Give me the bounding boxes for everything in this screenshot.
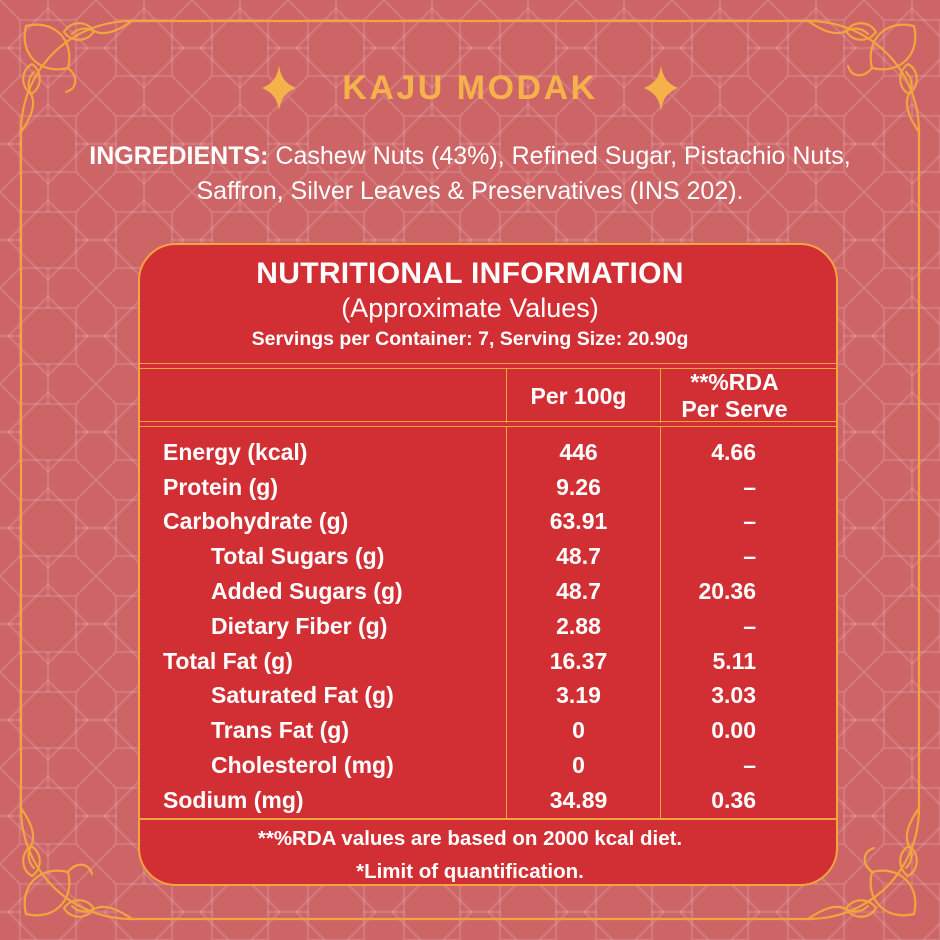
footnote-rda: **%RDA values are based on 2000 kcal die… xyxy=(257,826,683,850)
table-row: Cholesterol (mg) 0 – xyxy=(140,748,836,783)
row-value-per-100g: 48.7 xyxy=(506,539,660,575)
row-label: Trans Fat (g) xyxy=(211,717,350,744)
sparkle-icon xyxy=(262,65,297,111)
table-rule-header-bottom xyxy=(140,421,836,427)
row-label: Sodium (mg) xyxy=(163,786,304,813)
table-row: Saturated Fat (g) 3.19 3.03 xyxy=(140,678,836,714)
panel-subheading: (Approximate Values) xyxy=(341,293,599,323)
row-value-per-100g: 9.26 xyxy=(506,469,660,505)
sparkle-icon xyxy=(643,65,678,111)
row-label: Total Sugars (g) xyxy=(211,543,385,570)
row-value-rda: 0.00 xyxy=(660,713,836,749)
table-rule-top xyxy=(140,363,836,369)
row-value-per-100g: 446 xyxy=(506,435,660,470)
ingredients-label: INGREDIENTS: xyxy=(89,142,269,170)
row-label: Protein (g) xyxy=(163,473,278,500)
row-value-per-100g: 48.7 xyxy=(506,574,660,609)
panel-footnotes: **%RDA values are based on 2000 kcal die… xyxy=(140,820,836,884)
row-value-per-100g: 63.91 xyxy=(506,504,660,540)
table-row: Added Sugars (g) 48.7 20.36 xyxy=(140,574,836,609)
row-value-rda: 5.11 xyxy=(660,643,836,679)
row-value-rda: – xyxy=(660,748,836,783)
row-label: Total Fat (g) xyxy=(163,647,293,674)
row-label: Energy (kcal) xyxy=(163,438,308,465)
row-value-rda: – xyxy=(660,539,836,575)
table-row: Total Fat (g) 16.37 5.11 xyxy=(140,643,836,679)
row-value-per-100g: 16.37 xyxy=(506,643,660,679)
table-row: Sodium (mg) 34.89 0.36 xyxy=(140,782,836,818)
ingredients-line1-rest: Cashew Nuts (43%), Refined Sugar, Pistac… xyxy=(268,142,851,170)
row-value-rda: – xyxy=(660,504,836,540)
nutrition-panel: NUTRITIONAL INFORMATION (Approximate Val… xyxy=(138,243,838,886)
column-header-nutrient xyxy=(140,369,506,423)
row-value-rda: 4.66 xyxy=(660,435,836,470)
row-value-per-100g: 3.19 xyxy=(506,678,660,714)
row-value-rda: 0.36 xyxy=(660,782,836,818)
rda-header-line2: Per Serve xyxy=(681,396,788,422)
table-row: Trans Fat (g) 0 0.00 xyxy=(140,713,836,749)
row-label: Saturated Fat (g) xyxy=(211,682,394,709)
ingredients-text: INGREDIENTS: Cashew Nuts (43%), Refined … xyxy=(30,139,910,209)
row-label: Carbohydrate (g) xyxy=(163,508,349,535)
row-label: Dietary Fiber (g) xyxy=(211,612,388,639)
product-title: KAJU MODAK xyxy=(342,68,598,107)
row-value-per-100g: 2.88 xyxy=(506,608,660,644)
servings-line: Servings per Container: 7, Serving Size:… xyxy=(251,328,689,350)
table-row: Dietary Fiber (g) 2.88 – xyxy=(140,608,836,644)
row-value-rda: – xyxy=(660,469,836,505)
rda-header-line1: **%RDA xyxy=(690,369,779,395)
table-row: Energy (kcal) 446 4.66 xyxy=(140,435,836,470)
table-row: Carbohydrate (g) 63.91 – xyxy=(140,504,836,540)
table-row: Total Sugars (g) 48.7 – xyxy=(140,539,836,575)
column-header-per-100g: Per 100g xyxy=(506,369,660,423)
row-value-rda: 20.36 xyxy=(660,574,836,609)
row-value-rda: – xyxy=(660,608,836,644)
nutrition-table: Per 100g **%RDA Per Serve Energy (kcal) … xyxy=(140,363,836,820)
table-row: Protein (g) 9.26 – xyxy=(140,469,836,505)
panel-heading: NUTRITIONAL INFORMATION xyxy=(256,257,684,290)
row-value-rda: 3.03 xyxy=(660,678,836,714)
row-label: Added Sugars (g) xyxy=(211,578,403,605)
table-header-row: Per 100g **%RDA Per Serve xyxy=(140,369,836,423)
product-title-row: KAJU MODAK xyxy=(0,62,940,114)
row-value-per-100g: 0 xyxy=(506,713,660,749)
footnote-quantification: *Limit of quantification. xyxy=(356,859,584,883)
row-value-per-100g: 0 xyxy=(506,748,660,783)
ingredients-line1: INGREDIENTS: Cashew Nuts (43%), Refined … xyxy=(30,139,910,174)
row-value-per-100g: 34.89 xyxy=(506,782,660,818)
column-header-rda-per-serve: **%RDA Per Serve xyxy=(660,369,836,423)
table-rule-bottom xyxy=(140,817,836,820)
table-spacer xyxy=(140,427,836,435)
row-label: Cholesterol (mg) xyxy=(211,752,394,779)
ingredients-line2: Saffron, Silver Leaves & Preservatives (… xyxy=(196,177,744,205)
